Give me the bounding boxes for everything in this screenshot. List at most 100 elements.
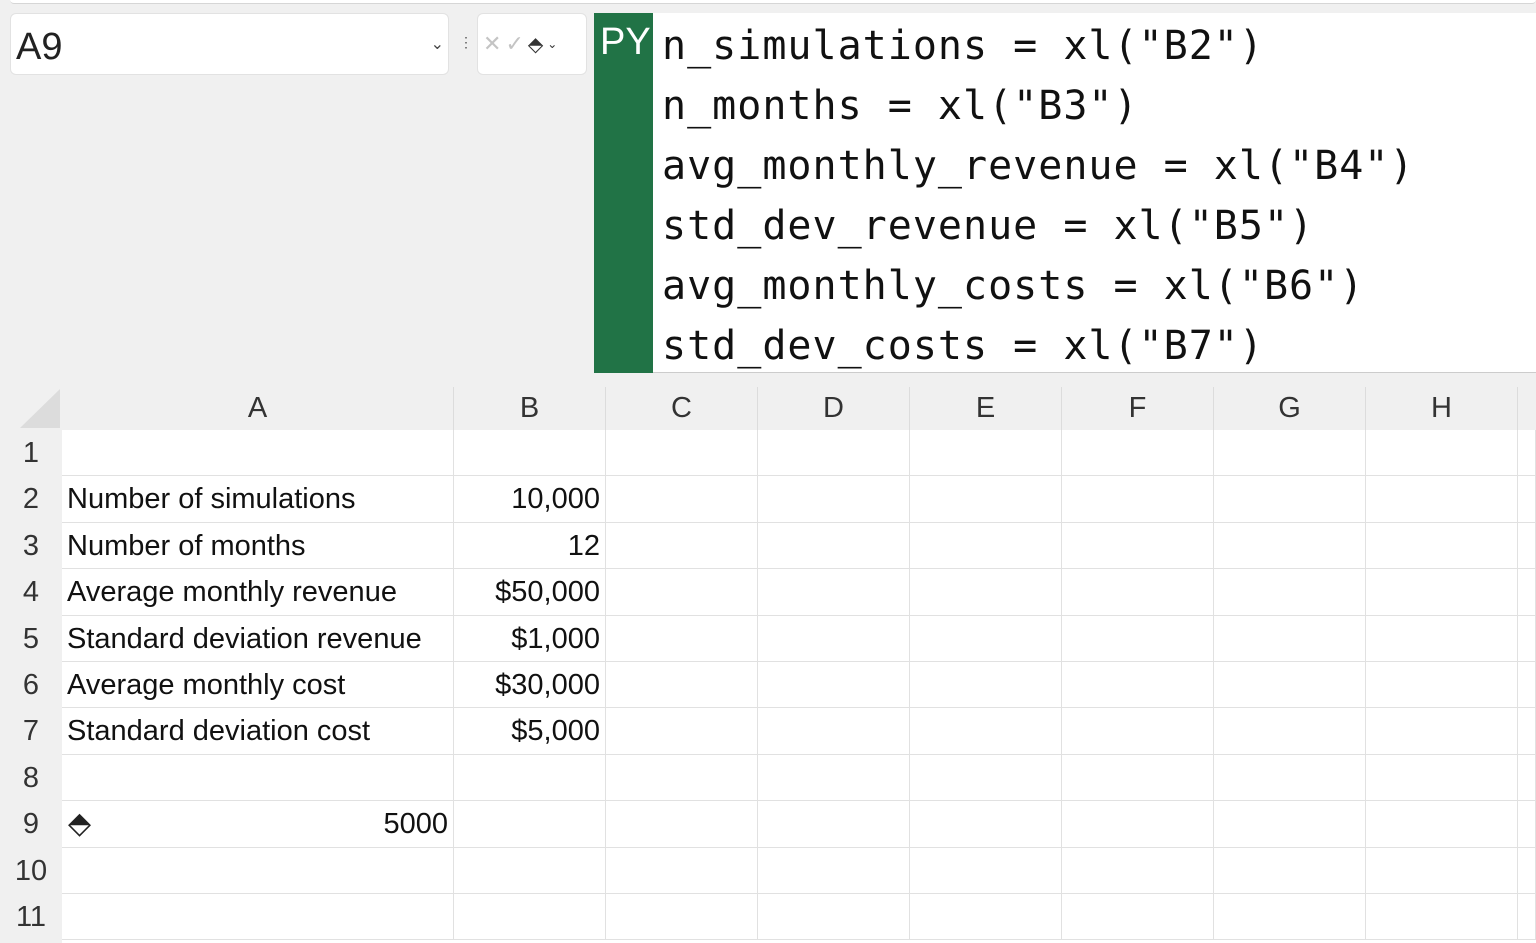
cell-g9[interactable] [1214,801,1366,848]
cell-c11[interactable] [606,894,758,941]
cell-a5[interactable]: Standard deviation revenue [62,615,454,662]
more-options-icon[interactable]: ⋮ [459,34,473,50]
cell-g7[interactable] [1214,708,1366,755]
cell-e4[interactable] [910,569,1062,616]
column-header-g[interactable]: G [1214,387,1366,430]
cell-i2[interactable] [1518,476,1536,523]
cell-c8[interactable] [606,754,758,802]
cell-i1[interactable] [1518,430,1536,477]
cell-a7[interactable]: Standard deviation cost [62,708,454,755]
cell-a2[interactable]: Number of simulations [62,476,454,523]
cell-b8[interactable] [454,754,606,802]
cell-i6[interactable] [1518,662,1536,709]
row-header-9[interactable]: 9 [22,808,40,841]
formula-input[interactable]: n_simulations = xl("B2") n_months = xl("… [653,13,1536,373]
cell-i3[interactable] [1518,522,1536,570]
cell-d9[interactable] [758,801,910,848]
cell-f5[interactable] [1062,615,1214,662]
cell-e2[interactable] [910,476,1062,523]
row-header-2[interactable]: 2 [22,483,40,516]
row-header-11[interactable]: 11 [15,901,47,933]
cell-e5[interactable] [910,615,1062,662]
cell-g3[interactable] [1214,522,1366,570]
cell-c4[interactable] [606,569,758,616]
cell-b1[interactable] [454,430,606,477]
cell-h10[interactable] [1366,847,1518,894]
cell-c10[interactable] [606,847,758,894]
cell-c9[interactable] [606,801,758,848]
cell-b6[interactable]: $30,000 [454,662,606,709]
cell-b7[interactable]: $5,000 [454,708,606,755]
cell-g5[interactable] [1214,615,1366,662]
cell-h4[interactable] [1366,569,1518,616]
cell-e8[interactable] [910,754,1062,802]
cell-a6[interactable]: Average monthly cost [62,662,454,709]
check-icon[interactable]: ✓ [505,31,524,56]
cell-h5[interactable] [1366,615,1518,662]
cell-i9[interactable] [1518,801,1536,848]
cell-area[interactable]: Number of simulations 10,000 Number of mon… [62,430,1536,943]
cell-i4[interactable] [1518,569,1536,616]
cell-b9[interactable] [454,801,606,848]
cell-b2[interactable]: 10,000 [454,476,606,523]
row-header-10[interactable]: 10 [14,854,48,887]
cell-h6[interactable] [1366,662,1518,709]
cell-f1[interactable] [1062,430,1214,477]
row-header-5[interactable]: 5 [22,622,40,655]
column-header-a[interactable]: A [62,387,454,430]
cell-e11[interactable] [910,894,1062,941]
cell-h8[interactable] [1366,754,1518,802]
cell-g6[interactable] [1214,662,1366,709]
column-header-c[interactable]: C [606,387,758,430]
cell-f8[interactable] [1062,754,1214,802]
cell-h7[interactable] [1366,708,1518,755]
cell-c7[interactable] [606,708,758,755]
cell-a4[interactable]: Average monthly revenue [62,569,454,616]
cell-h9[interactable] [1366,801,1518,848]
cell-f2[interactable] [1062,476,1214,523]
cell-h2[interactable] [1366,476,1518,523]
cell-d10[interactable] [758,847,910,894]
column-header-b[interactable]: B [454,387,606,430]
cell-a8[interactable] [62,754,454,802]
column-header-f[interactable]: F [1062,387,1214,430]
cell-b10[interactable] [454,847,606,894]
cell-f10[interactable] [1062,847,1214,894]
cell-c3[interactable] [606,522,758,570]
cell-h11[interactable] [1366,894,1518,941]
row-header-8[interactable]: 8 [22,761,40,794]
cell-a11[interactable] [62,894,454,941]
chevron-down-icon[interactable]: ⌄ [547,37,558,51]
column-header-e[interactable]: E [910,387,1062,430]
cell-f6[interactable] [1062,662,1214,709]
cell-d5[interactable] [758,615,910,662]
cell-d2[interactable] [758,476,910,523]
cell-i8[interactable] [1518,754,1536,802]
cell-g4[interactable] [1214,569,1366,616]
cell-e3[interactable] [910,522,1062,570]
cell-b3[interactable]: 12 [454,522,606,570]
cell-g2[interactable] [1214,476,1366,523]
name-box[interactable]: A9 ⌄ [10,13,449,75]
cell-h3[interactable] [1366,522,1518,570]
cell-b4[interactable]: $50,000 [454,569,606,616]
cell-c2[interactable] [606,476,758,523]
cell-d6[interactable] [758,662,910,709]
row-header-6[interactable]: 6 [22,669,40,701]
row-header-4[interactable]: 4 [22,576,40,609]
cell-b11[interactable] [454,894,606,941]
cell-a10[interactable] [62,847,454,894]
row-header-7[interactable]: 7 [22,715,40,748]
cell-g1[interactable] [1214,430,1366,477]
cell-f7[interactable] [1062,708,1214,755]
cell-i10[interactable] [1518,847,1536,894]
cell-d3[interactable] [758,522,910,570]
cell-f9[interactable] [1062,801,1214,848]
cell-e7[interactable] [910,708,1062,755]
row-header-3[interactable]: 3 [22,529,40,562]
cell-d8[interactable] [758,754,910,802]
cell-a9[interactable]: ⬘ 5000 [62,801,454,848]
cell-i7[interactable] [1518,708,1536,755]
cell-f3[interactable] [1062,522,1214,570]
cell-d7[interactable] [758,708,910,755]
